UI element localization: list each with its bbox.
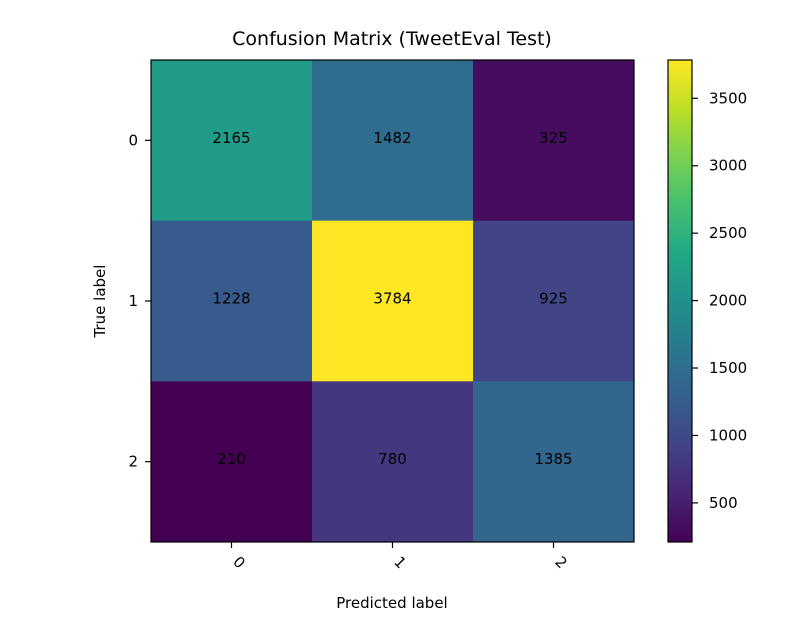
heatmap-cell [312, 381, 474, 543]
cell-value-label: 925 [539, 290, 568, 308]
cell-value-label: 325 [539, 129, 568, 147]
colorbar-tick-label: 2000 [709, 292, 747, 310]
heatmap-cell [473, 220, 635, 382]
cell-value-label: 3784 [373, 290, 411, 308]
heatmap-cell-labels: 2165 1482 325 1228 3784 925 210 780 1385 [212, 129, 572, 468]
heatmap-cell [151, 220, 313, 382]
cell-value-label: 780 [378, 450, 407, 468]
x-tick-label: 2 [551, 553, 570, 572]
heatmap-cell [473, 60, 635, 222]
heatmap-cell [312, 220, 474, 382]
x-tick-label: 1 [390, 553, 409, 572]
y-tick-label: 2 [128, 453, 138, 471]
x-tick-label: 0 [229, 553, 248, 572]
x-axis-label: Predicted label [336, 594, 447, 612]
cell-value-label: 1482 [373, 129, 411, 147]
cell-value-label: 1385 [534, 450, 572, 468]
y-axis-ticks: 0 1 2 [128, 131, 151, 471]
y-tick-label: 0 [128, 131, 138, 149]
heatmap-cells [151, 60, 635, 543]
colorbar-tick-label: 500 [709, 494, 738, 512]
colorbar-tick-label: 3000 [709, 157, 747, 175]
x-axis-ticks: 0 1 2 [229, 542, 571, 572]
cell-value-label: 2165 [212, 129, 250, 147]
heatmap-cell [473, 381, 635, 543]
colorbar [668, 60, 692, 542]
heatmap-cell [151, 60, 313, 222]
colorbar-ticks: 500 1000 1500 2000 2500 3000 3500 [692, 89, 747, 512]
heatmap-cell [151, 381, 313, 543]
colorbar-tick-label: 2500 [709, 224, 747, 242]
heatmap-cell [312, 60, 474, 222]
chart-title: Confusion Matrix (TweetEval Test) [232, 28, 552, 50]
y-tick-label: 1 [128, 292, 138, 310]
colorbar-tick-label: 1500 [709, 359, 747, 377]
cell-value-label: 1228 [212, 290, 250, 308]
y-axis-label: True label [91, 265, 109, 339]
cell-value-label: 210 [217, 450, 246, 468]
colorbar-tick-label: 3500 [709, 89, 747, 107]
colorbar-tick-label: 1000 [709, 426, 747, 444]
